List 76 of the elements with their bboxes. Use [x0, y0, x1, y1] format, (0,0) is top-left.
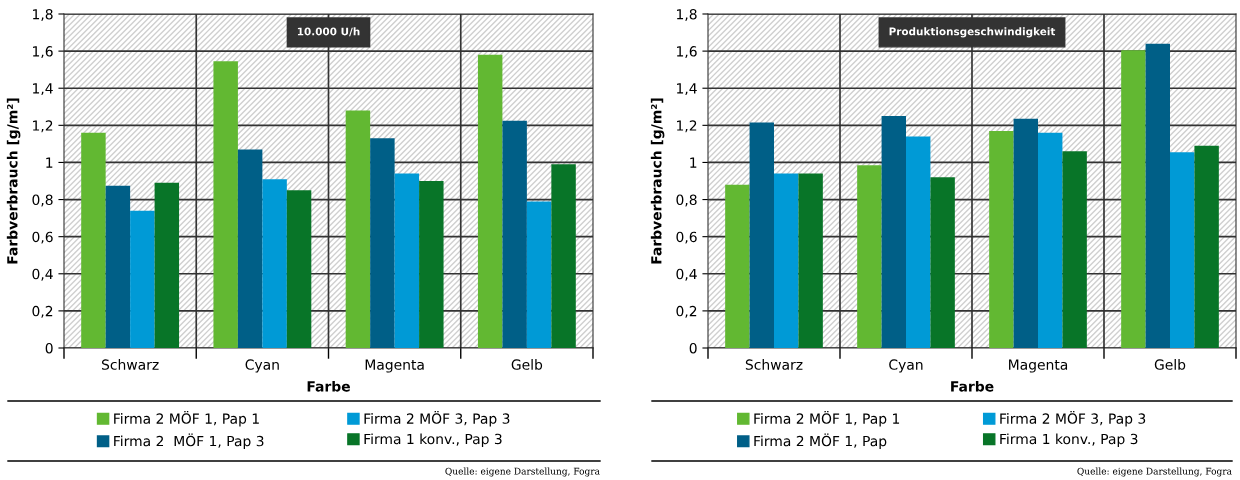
y-tick-label: 0,8	[32, 194, 53, 207]
legend-label: Firma 1 konv., Pap 3	[1000, 433, 1138, 447]
bar	[906, 136, 931, 348]
bar	[262, 179, 287, 348]
bar	[345, 110, 371, 348]
bar	[857, 165, 882, 348]
bar	[394, 173, 420, 348]
bar	[130, 210, 155, 348]
bar	[798, 173, 823, 348]
y-tick-label: 1	[690, 157, 697, 168]
bar	[1038, 132, 1063, 348]
y-axis-title: Farbverbrauch [g/m²]	[650, 98, 665, 264]
bar	[213, 61, 238, 348]
y-tick-label: 0,6	[676, 231, 697, 244]
bar	[81, 132, 106, 348]
bar	[502, 120, 527, 348]
y-tick-label: 0,4	[32, 268, 53, 281]
bar	[774, 173, 799, 348]
y-tick-label: 1,6	[33, 46, 53, 58]
y-tick-label: 1	[46, 157, 53, 168]
source-note: Quelle: eigene Darstellung, Fogra	[445, 467, 600, 477]
x-tick-label: Schwarz	[745, 359, 803, 370]
x-axis-title: Farbe	[951, 380, 994, 392]
legend-label: Firma 1 konv., Pap 3	[364, 433, 502, 447]
y-tick-label: 0	[689, 342, 697, 354]
bar	[237, 149, 263, 348]
bar	[749, 122, 774, 348]
y-axis-title: Farbverbrauch [g/m²]	[6, 98, 21, 264]
bar	[526, 201, 552, 348]
legend-label: Firma 2 MÖF 1, Pap	[754, 433, 887, 450]
y-tick-label: 0	[45, 342, 53, 354]
text: Produktionsgeschwindigkeit	[889, 27, 1056, 38]
y-tick-label: 0,2	[676, 305, 697, 318]
legend-label: Firma 2 MÖF 1, Pap 1	[114, 410, 259, 427]
bar	[1170, 152, 1195, 348]
bar	[370, 138, 395, 348]
bar	[1121, 50, 1146, 348]
x-tick-label: Schwarz	[101, 359, 159, 370]
legend-label: Firma 2 MÖF 1, Pap 1	[754, 410, 900, 427]
bar	[286, 190, 312, 348]
legend-label: Firma 2 MÖF 3, Pap 3	[364, 410, 510, 427]
bar	[477, 54, 503, 348]
bar	[551, 164, 576, 348]
y-tick-label: 0,4	[676, 268, 697, 281]
y-tick-label: 0,8	[676, 194, 697, 207]
y-tick-label: 1,4	[677, 83, 697, 96]
x-axis-title: Farbe	[307, 380, 350, 392]
y-tick-label: 1,8	[33, 8, 53, 21]
legend-label: Firma 2 MÖF 3, Pap 3	[1000, 410, 1146, 427]
bar	[1013, 118, 1038, 348]
y-tick-label: 1,8	[677, 8, 697, 21]
y-tick-label: 0,6	[32, 231, 53, 244]
y-tick-label: 1,6	[677, 46, 697, 58]
bar	[930, 177, 955, 348]
bar	[989, 130, 1014, 348]
y-tick-label: 0,2	[32, 305, 53, 318]
legend-label: Firma 2 MÖF 1, Pap 3	[114, 433, 264, 450]
text: 10.000 U/h	[297, 27, 360, 37]
x-tick-label: Magenta	[365, 359, 424, 373]
bar	[725, 184, 750, 348]
y-tick-label: 1,4	[33, 83, 53, 96]
x-tick-label: Cyan	[245, 359, 279, 373]
bar	[881, 116, 906, 348]
y-tick-label: 1,2	[33, 120, 53, 133]
bar	[105, 185, 131, 348]
bar	[1194, 145, 1219, 348]
bar	[419, 181, 444, 348]
source-note: Quelle: eigene Darstellung, Fogra	[1077, 467, 1232, 477]
bar	[154, 182, 180, 348]
x-tick-label: Cyan	[889, 359, 923, 373]
x-tick-label: Magenta	[1009, 359, 1068, 373]
x-tick-label: Gelb	[1154, 359, 1186, 370]
bar	[1145, 43, 1170, 348]
y-tick-label: 1,2	[677, 120, 697, 133]
x-tick-label: Gelb	[511, 359, 543, 370]
bar	[1062, 151, 1087, 348]
